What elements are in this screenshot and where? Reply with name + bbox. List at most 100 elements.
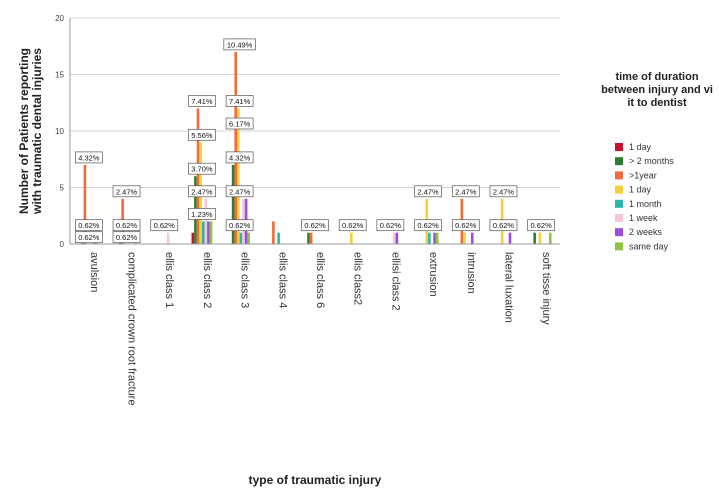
x-tick-label: ellisi class 2 [389, 252, 401, 311]
y-tick-label: 10 [55, 127, 64, 136]
data-label: 2.47% [414, 185, 442, 198]
bar [548, 232, 552, 244]
legend-label: 1 day [629, 142, 652, 152]
data-label: 10.49% [223, 38, 256, 51]
data-label-text: 0.62% [116, 233, 138, 242]
x-tick-label: complicated crown root fracture [126, 252, 138, 405]
data-label-text: 10.49% [227, 40, 253, 49]
bar [204, 198, 208, 244]
bar [201, 221, 205, 244]
bar [533, 232, 536, 244]
x-tick-label: soft tisse injury [540, 252, 552, 325]
x-tick-label: avulsion [88, 252, 100, 292]
data-label-text: 2.47% [417, 187, 439, 196]
data-label: 1.23% [188, 208, 216, 220]
x-tick-label: ellis class 4 [276, 252, 288, 308]
legend-label: 1 week [629, 213, 658, 223]
y-axis-title-line: Number of Patients reporting [17, 48, 31, 214]
bar [191, 232, 195, 244]
data-label-box [414, 185, 442, 198]
legend-label: 2 weeks [629, 227, 663, 237]
legend-label: >1year [629, 170, 657, 180]
x-tick-label: ellis class2 [352, 252, 364, 305]
data-label-box [489, 185, 518, 198]
y-tick-label: 0 [60, 240, 65, 249]
data-label: 0.62% [74, 231, 103, 244]
data-label-text: 0.62% [229, 221, 251, 230]
y-tick-label: 20 [55, 14, 64, 23]
bar [237, 108, 240, 245]
data-label: 0.62% [112, 219, 141, 232]
data-label: 7.41% [188, 95, 216, 107]
data-label-box [225, 185, 254, 198]
x-tick-label: ellis class 1 [163, 252, 175, 308]
data-label: 2.47% [225, 185, 254, 198]
data-label: 4.32% [74, 151, 103, 164]
data-label: 7.41% [225, 95, 254, 107]
data-label-text: 4.32% [78, 153, 100, 162]
data-label-text: 2.47% [191, 187, 213, 196]
x-tick-label: ellis class 2 [201, 252, 213, 308]
data-label-box [225, 219, 254, 232]
data-label-text: 5.56% [191, 131, 213, 140]
x-tick-label: extrusion [427, 252, 439, 297]
data-label-text: 0.62% [380, 221, 402, 230]
data-label-box [112, 231, 141, 244]
data-label-text: 6.17% [229, 120, 251, 129]
data-label-text: 0.62% [154, 221, 176, 230]
data-label-box [527, 219, 556, 232]
bar [247, 232, 251, 244]
data-label-text: 2.47% [493, 187, 515, 196]
bar [239, 232, 243, 244]
x-tick-label: ellis class 6 [314, 252, 326, 308]
legend-swatch [615, 214, 623, 222]
data-label: 4.32% [225, 151, 254, 164]
legend-swatch [615, 242, 623, 251]
data-label: 0.62% [150, 219, 179, 232]
data-label: 5.56% [188, 128, 216, 141]
data-label-box [188, 208, 216, 220]
data-label-box [451, 219, 480, 232]
legend-label: same day [629, 241, 669, 251]
data-label: 0.62% [489, 219, 518, 232]
data-label-box [74, 219, 103, 232]
bar [307, 232, 310, 244]
data-label-text: 1.23% [191, 210, 213, 219]
data-label-box [225, 117, 254, 130]
data-label-text: 0.62% [78, 233, 100, 242]
data-label-text: 0.62% [78, 221, 100, 230]
bar [395, 232, 399, 244]
data-label-box [223, 38, 256, 51]
data-label-box [188, 185, 216, 198]
data-label-box [376, 219, 405, 232]
bar [470, 232, 474, 244]
data-label: 3.70% [188, 162, 216, 175]
data-label-text: 0.62% [342, 221, 364, 230]
legend: time of duration between injury and vi it … [601, 71, 713, 251]
legend-label: > 2 months [629, 156, 674, 166]
data-label-box [188, 95, 216, 107]
data-label: 0.62% [225, 219, 254, 232]
legend-label: 1 day [629, 185, 652, 195]
data-label: 6.17% [225, 117, 254, 130]
data-label-text: 3.70% [191, 165, 213, 174]
data-label: 0.62% [338, 219, 367, 232]
data-label-text: 0.62% [304, 221, 326, 230]
data-label-box [150, 219, 179, 232]
data-label: 2.47% [188, 185, 216, 198]
data-label: 0.62% [376, 219, 405, 232]
data-label: 0.62% [527, 219, 556, 232]
bar [83, 164, 87, 244]
data-label: 0.62% [414, 219, 442, 232]
legend-title-line: time of duration [615, 71, 698, 83]
bar [196, 108, 200, 245]
data-label: 0.62% [451, 219, 480, 232]
x-tick-label: intrusion [465, 252, 477, 294]
data-label: 2.47% [112, 185, 141, 198]
bar [231, 164, 235, 244]
data-label-text: 7.41% [229, 97, 251, 106]
data-label-box [301, 219, 329, 232]
legend-swatch [615, 157, 623, 166]
data-label-text: 2.47% [116, 187, 138, 196]
